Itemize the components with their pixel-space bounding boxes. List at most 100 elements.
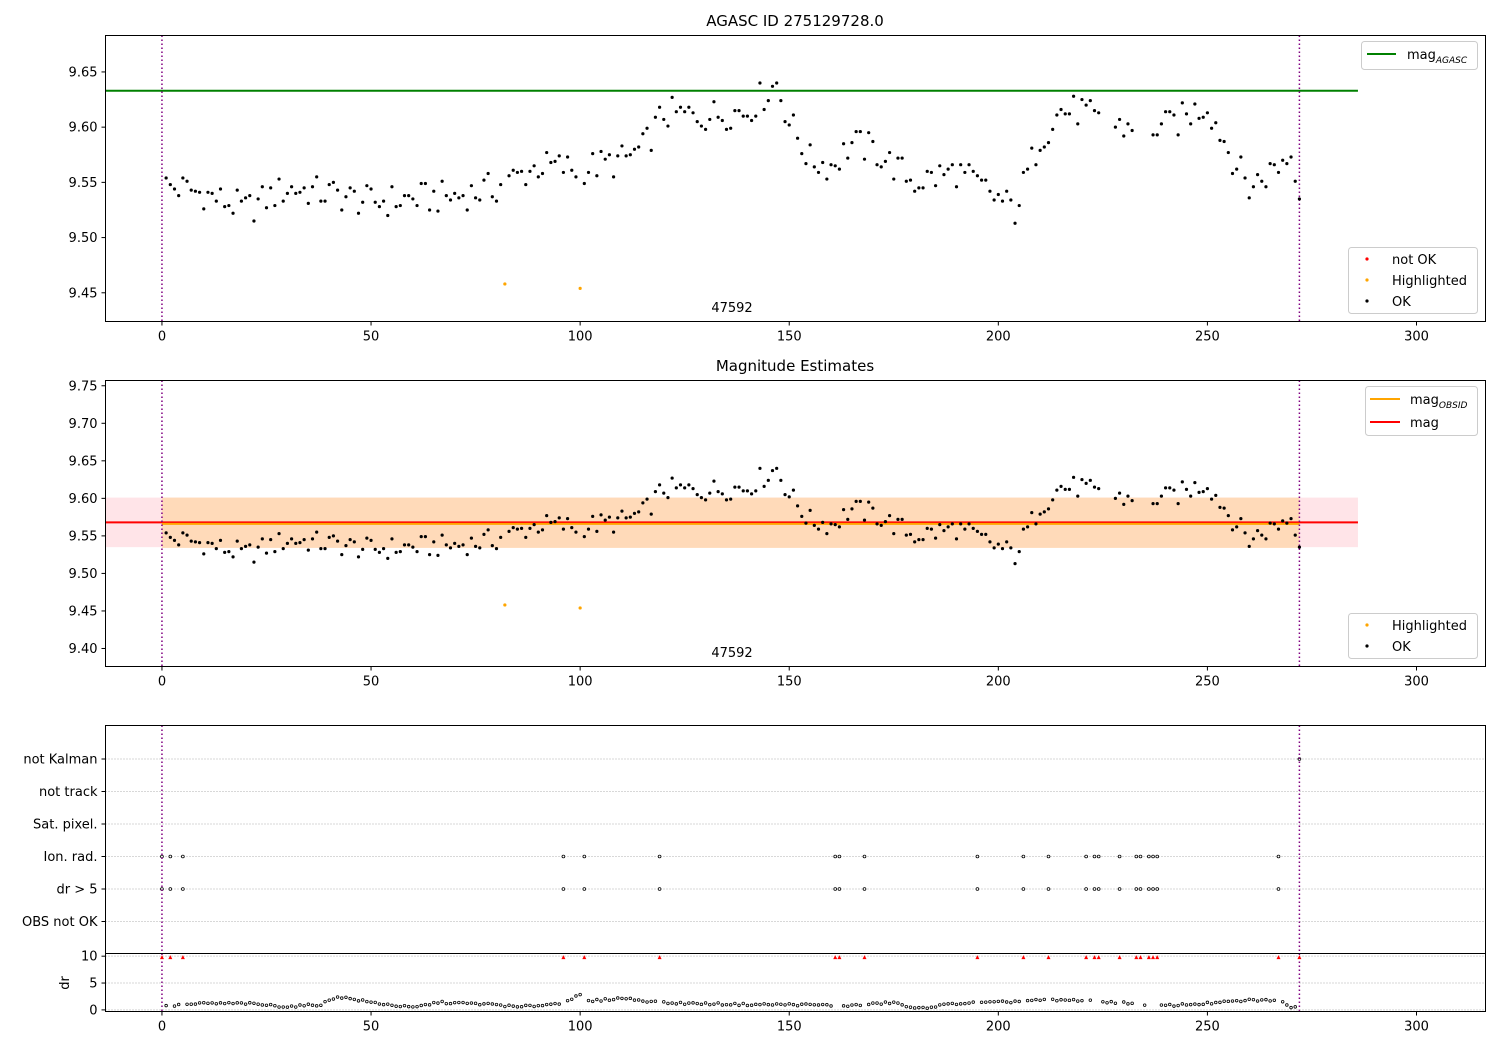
p2-ok-point	[637, 510, 641, 514]
p3-flag-point	[1155, 887, 1160, 891]
p4-dr-point	[728, 1003, 733, 1007]
p2-ok-point	[553, 520, 557, 524]
p4-dr-point	[871, 1001, 875, 1005]
p2-ok-point	[695, 492, 699, 497]
p4-dr-point	[1017, 999, 1021, 1004]
p1-ok-point	[854, 129, 858, 134]
p2-y-tick-label: 9.55	[69, 529, 98, 544]
p1-ok-point	[984, 178, 988, 182]
p4-dr-point	[858, 1003, 863, 1008]
p4-dr-point	[239, 1001, 244, 1005]
p1-ok-point	[1176, 133, 1180, 137]
p3-flag-point	[1138, 887, 1143, 891]
p3-flag-point	[1134, 887, 1139, 891]
p4-dr-point	[1205, 1000, 1210, 1005]
p4-dr-point	[917, 1005, 921, 1010]
p2-ok-point	[1088, 478, 1092, 482]
p2-ok-point	[549, 520, 553, 524]
p4-dr-point	[1239, 999, 1243, 1004]
p4-dr-point	[946, 1002, 950, 1006]
p1-ok-point	[720, 118, 724, 123]
p2-ok-point	[1293, 533, 1297, 537]
p1-ok-point	[570, 168, 574, 172]
p1-ok-point	[632, 147, 637, 151]
p4-x-tick-label: 50	[363, 1020, 380, 1035]
p4-dr-point	[494, 1002, 499, 1007]
p3-flag-point	[1092, 887, 1097, 891]
p4-dr-flagged-marker	[833, 955, 838, 960]
p1-ok-point	[436, 209, 440, 213]
legend-marker-ok	[1365, 644, 1369, 648]
p2-ok-point	[595, 529, 599, 533]
p2-ok-point	[331, 534, 336, 538]
p1-ok-point	[1080, 97, 1084, 102]
p4-dr-point	[448, 1001, 453, 1006]
p1-ok-point	[419, 181, 423, 186]
p4-dr-flagged-marker	[1084, 955, 1089, 960]
p2-ok-point	[1222, 506, 1226, 510]
p2-ok-point	[988, 540, 992, 544]
p3-flag-point	[975, 854, 980, 859]
p1-ok-point	[825, 177, 829, 181]
p4-dr-point	[277, 1005, 281, 1009]
p2-ok-point	[223, 550, 227, 555]
p3-flag-point	[1021, 854, 1026, 859]
p2-y-tick-label: 9.40	[69, 642, 98, 657]
p2-ok-point	[507, 529, 511, 533]
p4-dr-point	[624, 997, 628, 1001]
p1-ok-point	[1005, 189, 1009, 193]
p4-dr-point	[925, 1006, 929, 1010]
p2-ok-point	[1276, 527, 1281, 531]
p2-ok-point	[1235, 525, 1239, 529]
p2-ok-point	[281, 547, 285, 551]
p4-dr-point	[770, 1003, 775, 1007]
p2-ok-point	[1180, 480, 1184, 484]
p4-dr-point	[507, 1003, 511, 1007]
legend-box	[1348, 613, 1478, 659]
p2-ok-point	[1126, 494, 1130, 498]
p3-flag-point	[837, 854, 842, 859]
p3-flag-point	[1151, 887, 1155, 891]
p1-ok-point	[197, 190, 202, 194]
p3-category-label: not track	[39, 785, 98, 800]
p2-highlighted-point	[503, 603, 507, 607]
p4-dr-point	[670, 1001, 674, 1005]
p1-ok-point	[1193, 102, 1197, 106]
p4-dr-point	[800, 1002, 804, 1006]
panel3-frame	[105, 725, 1486, 954]
p1-ok-point	[390, 185, 394, 189]
p4-dr-point	[699, 1002, 704, 1007]
p1-ok-point	[841, 142, 846, 146]
legend-marker-highlighted	[1365, 623, 1369, 627]
p4-dr-point	[360, 998, 365, 1002]
p3-flag-point	[862, 854, 867, 859]
p4-dr-point	[256, 1002, 260, 1006]
p2-ok-point	[256, 545, 260, 549]
p1-ok-point	[703, 127, 708, 131]
p1-ok-point	[214, 199, 218, 203]
p1-ok-point	[770, 84, 775, 88]
p2-ok-point	[448, 546, 453, 550]
p2-ok-point	[946, 525, 950, 529]
p4-dr-point	[218, 1001, 223, 1005]
legend-obsid-main: magOBSID	[1410, 393, 1468, 411]
estimates-panel: Magnitude Estimates 0 50 100 150 200 250 300 9.…	[69, 357, 1486, 690]
p2-ok-point	[933, 536, 938, 540]
p4-x-tick-label: 300	[1404, 1020, 1429, 1035]
p3-flag-point	[657, 887, 662, 891]
p1-ok-point	[1017, 203, 1021, 208]
p4-dr-point	[398, 1004, 403, 1009]
p2-ok-point	[687, 483, 691, 487]
p1-ok-point	[741, 114, 745, 118]
p4-dr-point	[879, 1002, 883, 1006]
p4-dr-point	[532, 1004, 536, 1009]
p1-ok-point	[499, 182, 503, 187]
p4-dr-point	[411, 1005, 415, 1009]
p4-dr-point	[758, 1002, 762, 1007]
p4-dr-point	[1201, 1002, 1205, 1007]
p2-ok-point	[486, 528, 490, 532]
p2-ok-point	[1051, 498, 1055, 502]
p4-dr-point	[971, 1000, 975, 1004]
p2-ok-point	[465, 553, 469, 557]
p1-ok-point	[737, 108, 741, 113]
